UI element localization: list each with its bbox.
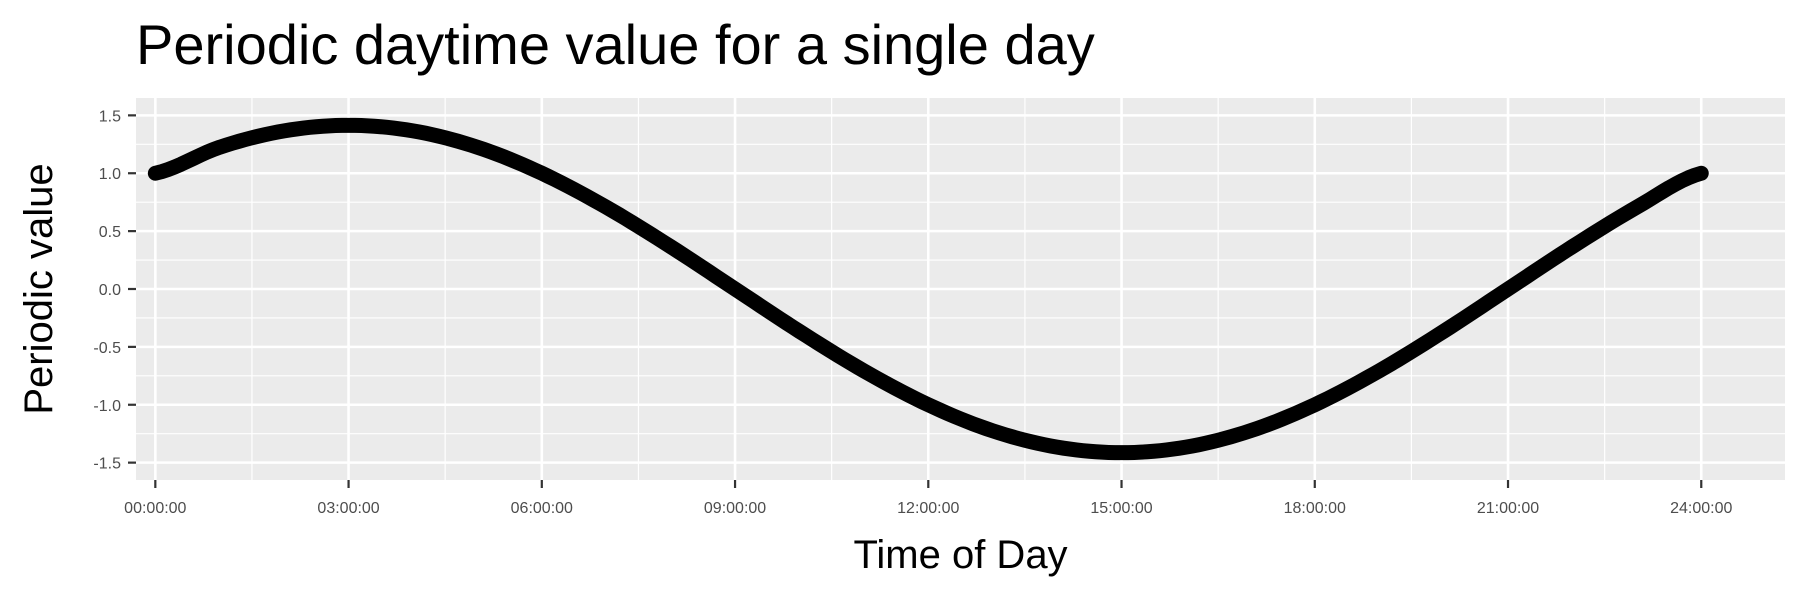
x-tick-label: 12:00:00 bbox=[897, 500, 959, 517]
x-tick-label: 21:00:00 bbox=[1477, 500, 1539, 517]
series-line-0 bbox=[147, 117, 1709, 461]
y-tick-label: 0.5 bbox=[99, 224, 121, 241]
x-axis-title: Time of Day bbox=[853, 533, 1067, 577]
x-tick-label: 15:00:00 bbox=[1090, 500, 1152, 517]
x-tick-label: 18:00:00 bbox=[1284, 500, 1346, 517]
x-axis: 00:00:00 03:00:00 06:00:00 09:00:00 12:00:00… bbox=[124, 480, 1733, 517]
y-tick-label: 1.5 bbox=[99, 108, 121, 125]
series-layer bbox=[147, 117, 1709, 461]
x-tick-label: 09:00:00 bbox=[704, 500, 766, 517]
y-axis-title: Periodic value bbox=[17, 163, 61, 414]
y-tick-label: 1.0 bbox=[99, 166, 121, 183]
major-gridlines bbox=[136, 98, 1785, 480]
y-axis: 1.5 1.0 0.5 0.0 -0.5 -1.0 -1.5 bbox=[93, 108, 136, 473]
y-tick-label: -0.5 bbox=[93, 340, 121, 357]
x-tick-label: 03:00:00 bbox=[317, 500, 379, 517]
x-tick-label: 06:00:00 bbox=[511, 500, 573, 517]
x-tick-label: 24:00:00 bbox=[1670, 500, 1732, 517]
y-tick-label: 0.0 bbox=[99, 282, 121, 299]
chart-title: Periodic daytime value for a single day bbox=[136, 13, 1095, 76]
y-tick-label: -1.5 bbox=[93, 456, 121, 473]
y-tick-label: -1.0 bbox=[93, 398, 121, 415]
x-tick-label: 00:00:00 bbox=[124, 500, 186, 517]
